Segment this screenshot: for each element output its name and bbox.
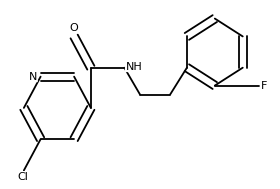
Text: O: O [70,23,78,33]
Text: NH: NH [125,62,142,72]
Text: N: N [29,72,37,82]
Text: Cl: Cl [17,172,28,182]
Text: F: F [261,81,267,91]
